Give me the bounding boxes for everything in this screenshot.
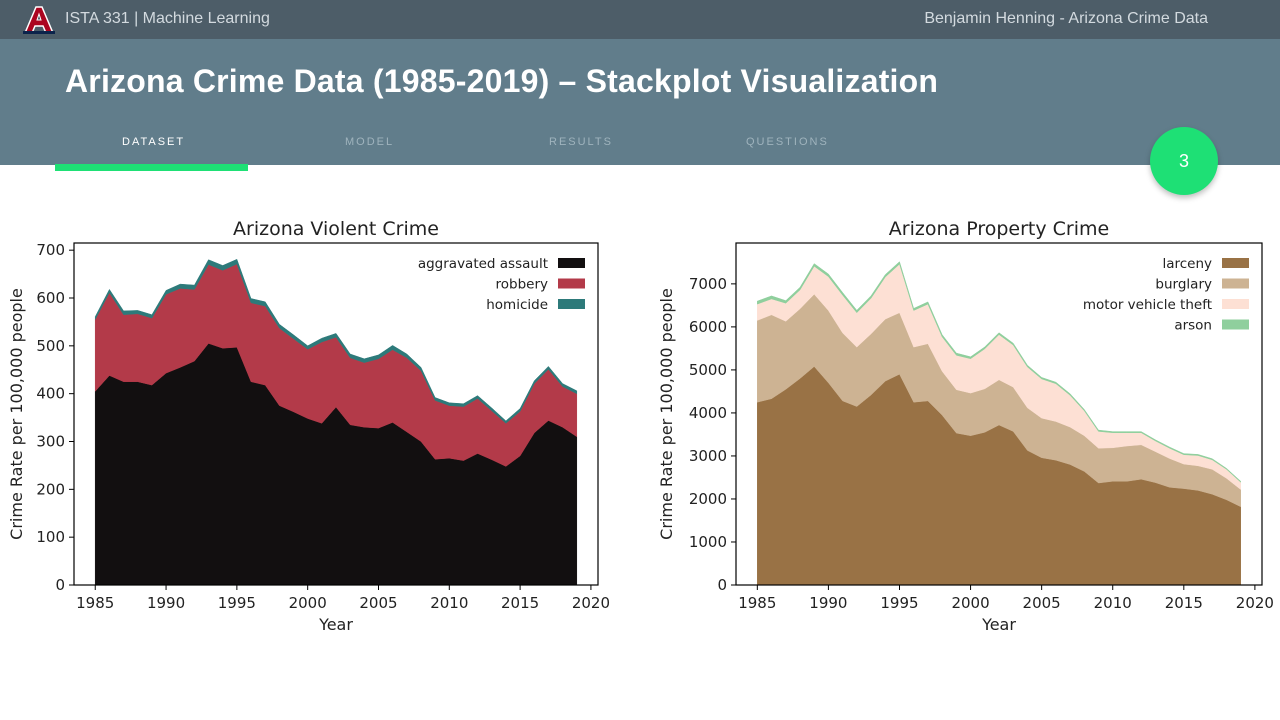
legend-label: motor vehicle theft [1083,297,1212,313]
x-tick-label: 1985 [738,594,776,612]
legend-label: homicide [486,297,548,313]
legend-swatch [558,258,585,268]
tab-dataset[interactable]: DATASET [122,136,186,148]
x-tick-label: 1995 [880,594,918,612]
legend-label: aggravated assault [418,256,548,272]
legend-label: arson [1174,318,1212,334]
x-tick-label: 2000 [951,594,989,612]
x-axis-label: Year [318,615,353,634]
x-tick-label: 2010 [1094,594,1132,612]
active-tab-indicator [55,164,248,171]
y-tick-label: 7000 [689,275,727,293]
x-tick-label: 2010 [430,594,468,612]
legend-swatch [1222,258,1249,268]
x-tick-label: 2020 [1236,594,1274,612]
y-tick-label: 400 [36,385,65,403]
x-tick-label: 1995 [218,594,256,612]
y-tick-label: 600 [36,289,65,307]
y-tick-label: 100 [36,528,65,546]
x-tick-label: 2000 [289,594,327,612]
slide-header: Arizona Crime Data (1985-2019) – Stackpl… [0,39,1280,165]
y-tick-label: 1000 [689,533,727,551]
y-tick-label: 0 [717,576,727,594]
top-bar: ISTA 331 | Machine Learning Benjamin Hen… [0,0,1280,39]
chart-title: Arizona Violent Crime [233,218,439,240]
plot-frame [73,242,599,586]
legend-swatch [1222,278,1249,289]
y-tick-label: 3000 [689,447,727,465]
x-tick-label: 1990 [809,594,847,612]
legend-label: larceny [1162,256,1212,272]
x-tick-label: 2005 [359,594,397,612]
property-crime-chart: 1985 1990 1995 2000 2005 2010 2015 2020 0 1000 200… [657,218,1274,634]
legend-label: burglary [1155,277,1212,293]
x-tick-label: 2015 [1165,594,1203,612]
page-number-badge: 3 [1150,127,1218,195]
y-tick-label: 6000 [689,318,727,336]
tab-questions[interactable]: QUESTIONS [746,136,829,148]
x-tick-label: 2005 [1023,594,1061,612]
presentation-author: Benjamin Henning - Arizona Crime Data [924,10,1208,27]
legend-label: robbery [496,277,549,293]
x-tick-label: 2015 [501,594,539,612]
y-axis-label: Crime Rate per 100,000 people [7,288,26,540]
y-tick-label: 300 [36,433,65,451]
violent-crime-chart: 1985 1990 1995 2000 2005 2010 2015 2020 0 100 200 3… [7,218,610,634]
tab-results[interactable]: RESULTS [549,136,613,148]
legend-swatch [558,278,585,289]
x-tick-label: 1990 [147,594,185,612]
x-axis-label: Year [981,615,1016,634]
y-tick-label: 4000 [689,404,727,422]
university-logo-icon [22,5,56,35]
y-tick-label: 2000 [689,490,727,508]
x-tick-label: 1985 [76,594,114,612]
y-tick-label: 5000 [689,361,727,379]
legend-swatch [1222,319,1249,330]
y-tick-label: 200 [36,480,65,498]
plot-frame [735,242,1263,586]
course-name: ISTA 331 | Machine Learning [65,10,270,27]
legend-swatch [558,299,585,309]
page-title: Arizona Crime Data (1985-2019) – Stackpl… [65,63,939,99]
y-tick-label: 700 [36,241,65,259]
arson-area [757,261,1241,483]
y-tick-label: 500 [36,337,65,355]
legend-swatch [1222,299,1249,309]
y-axis-label: Crime Rate per 100,000 people [657,288,676,540]
y-tick-label: 0 [55,576,65,594]
homicide-area [94,258,578,424]
chart-title: Arizona Property Crime [889,218,1109,240]
tab-model[interactable]: MODEL [345,136,395,148]
x-tick-label: 2020 [572,594,610,612]
